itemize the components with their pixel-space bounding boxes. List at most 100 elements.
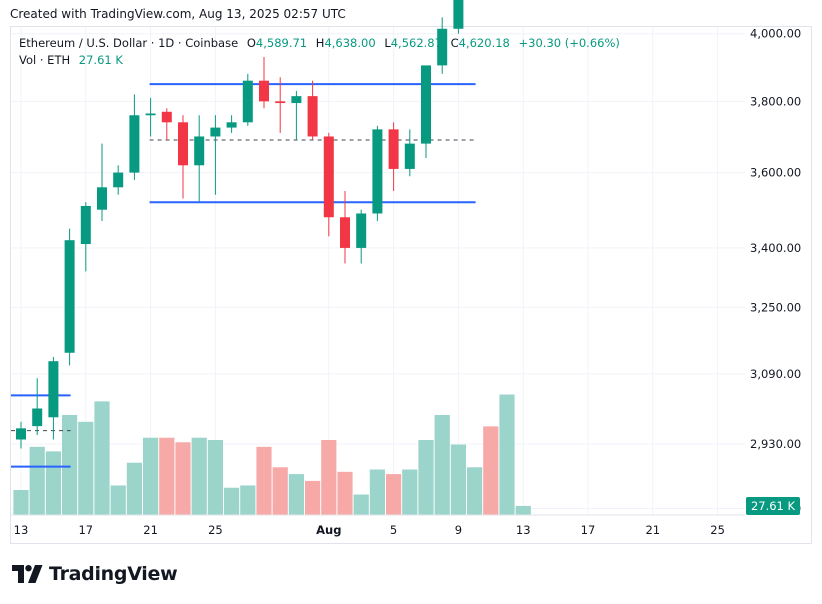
y-tick-label: 3,250.00 [750,300,801,314]
candle-body [113,172,124,188]
candle-body [194,136,205,166]
candle-body [259,80,269,102]
volume-bar [159,437,175,515]
volume-bar [45,451,61,515]
candle-body [48,361,59,418]
candle-body [161,111,172,123]
volume-bar [402,469,418,515]
volume-bar [256,446,272,515]
y-tick-label: 2,930.00 [750,437,801,451]
legend-symbol[interactable]: Ethereum / U.S. Dollar · 1D · Coinbase [19,36,239,50]
legend-low-value: 4,562.87 [390,36,442,50]
candle-body [437,28,448,66]
legend-close-label: C [450,36,459,50]
legend-close-value: 4,620.18 [458,36,510,50]
candle-body [453,0,464,29]
candle-body [388,129,399,169]
volume-bar [13,490,29,515]
volume-bar [353,494,369,515]
candle-body [323,136,334,218]
candle-body [129,115,140,173]
candle-body [291,96,302,104]
volume-bar [434,415,450,515]
volume-bar [467,467,483,515]
volume-bar [369,469,385,515]
x-tick-label: 13 [14,523,29,537]
x-tick-label: 13 [516,523,531,537]
volume-bar [62,415,78,515]
tradingview-wordmark: TradingView [49,563,178,585]
legend-volume-label[interactable]: Vol · ETH [19,53,71,67]
x-tick-label: Aug [316,523,341,537]
x-tick-label: 9 [455,523,462,537]
price-badges: 4,620.1827.61 K [746,497,800,515]
volume-bar [450,444,466,515]
candle-body [356,213,367,248]
y-tick-label: 3,800.00 [750,94,801,108]
tradingview-logo[interactable]: TradingView [12,563,178,585]
last-volume-badge-label: 27.61 K [751,499,796,513]
legend-low-label: L [384,36,391,50]
drawing-annotations[interactable]: 4,638.00 [11,0,745,468]
candle-body [210,127,221,137]
candle-body [97,187,107,210]
volume-bar [418,440,434,515]
volume-bar [143,437,159,515]
candle-body [145,113,156,116]
legend-high-value: 4,638.00 [324,36,376,50]
volume-bar [337,471,353,515]
legend-volume-row: Vol · ETH 27.61 K [19,52,620,69]
volume-bar [288,474,304,515]
volume-bar [207,440,223,515]
candle-body [372,129,383,214]
candle-body [16,428,26,440]
volume-bar [321,440,337,515]
candle-body [340,217,350,248]
legend-volume-value: 27.61 K [78,53,123,67]
x-tick-label: 5 [390,523,397,537]
legend-ohlc-row: Ethereum / U.S. Dollar · 1D · Coinbase O… [19,35,620,52]
volume-bar [272,467,288,515]
candle-body [404,143,415,169]
volume-bar [499,394,515,515]
created-caption: Created with TradingView.com, Aug 13, 20… [10,7,346,21]
chart-legend: Ethereum / U.S. Dollar · 1D · Coinbase O… [19,35,620,69]
y-tick-label: 3,600.00 [750,166,801,180]
legend-open-label: O [246,36,256,50]
candle-body [275,101,286,104]
legend-high-label: H [315,36,325,50]
x-tick-label: 21 [143,523,158,537]
y-tick-label: 4,000.00 [750,27,801,41]
legend-open-value: 4,589.71 [255,36,308,50]
x-tick-label: 17 [581,523,596,537]
volume-bar [126,462,142,515]
chart-frame[interactable] [10,26,812,544]
volume-bar [110,485,126,515]
candle-body [242,80,253,123]
volume-bar [94,401,110,515]
axes: 2,790.002,930.003,090.003,250.003,400.00… [11,27,801,537]
candle-body [32,408,43,427]
candlesticks[interactable] [16,0,528,449]
volume-bar [483,426,499,515]
volume-bar [305,480,321,515]
volume-bar [240,485,256,515]
volume-bar [515,505,531,515]
candle-body [421,65,431,144]
volume-bar [224,487,240,515]
volume-bar [191,437,207,515]
y-tick-label: 3,400.00 [750,241,801,255]
candle-body [80,205,91,245]
tradingview-logo-icon [12,565,43,583]
volume-bar [29,446,45,515]
y-tick-label: 3,090.00 [750,367,801,381]
candle-body [64,240,75,353]
volume-bar [175,442,191,515]
x-tick-label: 17 [78,523,93,537]
volume-bars [13,394,531,515]
volume-bar [386,474,402,515]
candle-body [307,96,318,137]
x-tick-label: 21 [645,523,660,537]
candle-body [226,122,237,128]
